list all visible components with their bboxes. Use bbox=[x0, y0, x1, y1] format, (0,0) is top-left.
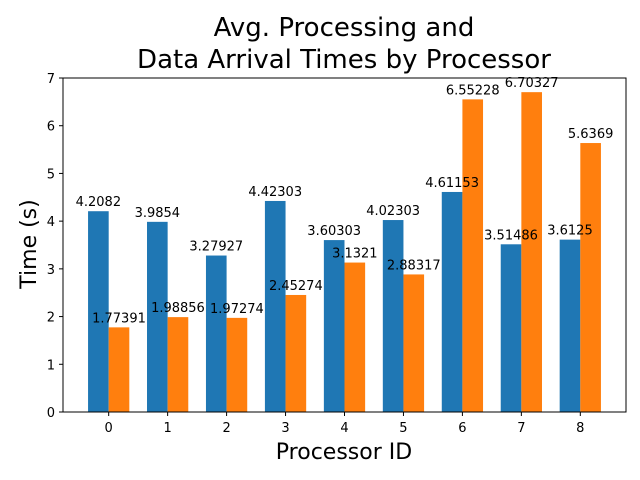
data-label-arrival-0: 1.77391 bbox=[92, 311, 146, 326]
bar-arrival-1 bbox=[167, 317, 189, 412]
data-label-arrival-3: 2.45274 bbox=[269, 279, 323, 294]
bar-arrival-6 bbox=[462, 99, 484, 412]
y-tick-label: 4 bbox=[47, 215, 55, 230]
x-tick-label: 8 bbox=[576, 421, 584, 436]
bar-processing-4 bbox=[323, 240, 345, 412]
bar-arrival-7 bbox=[521, 92, 542, 412]
bar-processing-1 bbox=[147, 221, 168, 412]
data-label-processing-2: 3.27927 bbox=[189, 240, 243, 255]
chart-title: Avg. Processing and Data Arrival Times b… bbox=[137, 13, 551, 75]
bar-arrival-0 bbox=[108, 327, 130, 412]
bar-processing-3 bbox=[264, 200, 286, 412]
data-label-processing-0: 4.2082 bbox=[76, 195, 122, 210]
x-tick-label: 4 bbox=[340, 421, 348, 436]
data-label-processing-5: 4.02303 bbox=[366, 204, 420, 219]
data-label-processing-7: 3.51486 bbox=[484, 228, 538, 243]
bar-arrival-5 bbox=[403, 274, 425, 412]
chart-title-line-1: Avg. Processing and bbox=[214, 13, 475, 43]
x-tick-label: 0 bbox=[105, 421, 113, 436]
data-labels-layer: 4.2082 3.9854 3.27927 4.42303 3.60303 4.02303… bbox=[76, 76, 614, 326]
bar-processing-8 bbox=[559, 239, 581, 412]
data-label-arrival-6: 6.55228 bbox=[446, 83, 500, 98]
data-label-arrival-4: 3.1321 bbox=[332, 247, 378, 262]
data-label-processing-1: 3.9854 bbox=[135, 206, 181, 221]
bar-processing-6 bbox=[441, 191, 463, 412]
y-tick-label: 0 bbox=[47, 406, 55, 421]
y-tick-label: 5 bbox=[47, 167, 55, 182]
y-axis-label: Time (s) bbox=[17, 199, 42, 289]
data-label-processing-4: 3.60303 bbox=[307, 224, 361, 239]
x-tick-label: 6 bbox=[458, 421, 466, 436]
bar-arrival-2 bbox=[226, 317, 248, 412]
x-axis-label: Processor ID bbox=[276, 440, 412, 465]
x-tick-label: 5 bbox=[399, 421, 407, 436]
bar-processing-7 bbox=[500, 244, 522, 412]
data-label-arrival-8: 5.6369 bbox=[568, 127, 614, 142]
data-label-processing-3: 4.42303 bbox=[248, 185, 302, 200]
y-tick-label: 1 bbox=[47, 358, 55, 373]
axes-layer: 0 1 2 3 4 5 6 7 0 1 2 3 4 5 6 7 8 bbox=[47, 72, 627, 436]
data-label-arrival-1: 1.98856 bbox=[151, 301, 205, 316]
x-tick-label: 1 bbox=[164, 421, 172, 436]
bar-processing-2 bbox=[205, 255, 227, 412]
bar-arrival-4 bbox=[344, 262, 366, 412]
x-tick-label: 7 bbox=[517, 421, 525, 436]
data-label-arrival-5: 2.88317 bbox=[387, 258, 441, 273]
bar-arrival-3 bbox=[285, 294, 307, 412]
bar-arrival-8 bbox=[580, 143, 601, 412]
bar-processing-5 bbox=[382, 220, 404, 412]
data-label-arrival-2: 1.97274 bbox=[210, 302, 264, 317]
data-label-processing-8: 3.6125 bbox=[547, 224, 593, 239]
x-tick-label: 3 bbox=[281, 421, 289, 436]
y-tick-label: 3 bbox=[47, 263, 55, 278]
data-label-processing-6: 4.61153 bbox=[425, 176, 479, 191]
y-tick-label: 6 bbox=[47, 120, 55, 135]
chart-title-line-2: Data Arrival Times by Processor bbox=[137, 45, 551, 75]
bars-layer bbox=[88, 92, 601, 412]
data-label-arrival-7: 6.70327 bbox=[505, 76, 559, 91]
bar-processing-0 bbox=[88, 211, 109, 412]
x-tick-label: 2 bbox=[222, 421, 230, 436]
y-tick-label: 7 bbox=[47, 72, 55, 87]
y-tick-label: 2 bbox=[47, 311, 55, 326]
